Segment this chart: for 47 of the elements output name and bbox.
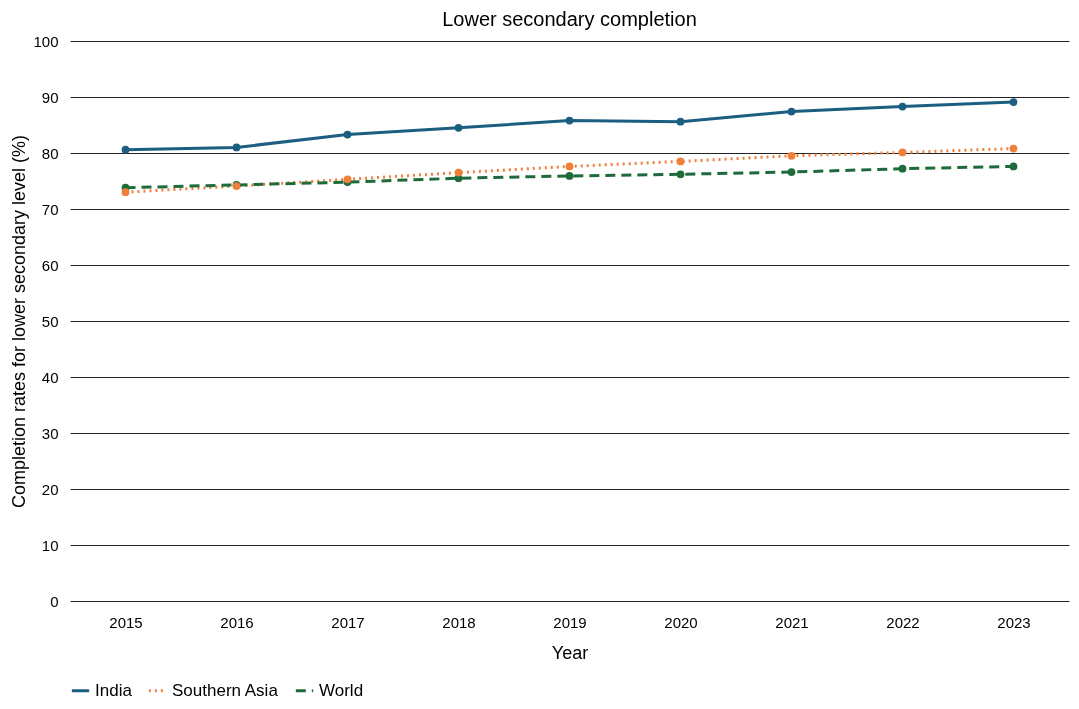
- y-tick-label: 30: [41, 424, 59, 442]
- chart-title: Lower secondary completion: [442, 8, 697, 30]
- x-tick-label: 2016: [220, 613, 254, 631]
- y-tick-label: 20: [41, 480, 59, 498]
- point: [898, 164, 907, 173]
- point: [454, 168, 463, 177]
- point: [454, 123, 463, 132]
- point: [676, 117, 685, 126]
- legend-label: World: [319, 680, 364, 700]
- point: [898, 102, 907, 111]
- point: [787, 168, 796, 176]
- legend-label: Southern Asia: [172, 680, 279, 700]
- x-tick-label: 2018: [442, 613, 476, 631]
- y-tick-label: 50: [41, 312, 59, 330]
- x-tick-label: 2022: [886, 613, 920, 631]
- x-axis-title: Year: [551, 642, 589, 663]
- point: [343, 130, 352, 139]
- x-tick-label: 2019: [553, 613, 587, 631]
- y-tick-label: 90: [41, 88, 59, 106]
- point: [121, 188, 130, 197]
- y-tick-label: 60: [41, 256, 59, 274]
- point: [565, 162, 574, 171]
- point: [1009, 98, 1018, 106]
- point: [676, 157, 685, 166]
- y-tick-label: 80: [41, 144, 59, 162]
- point: [1009, 144, 1018, 153]
- point: [565, 172, 574, 180]
- point: [121, 145, 130, 154]
- x-tick-label: 2017: [331, 613, 365, 631]
- legend-label: India: [95, 680, 133, 700]
- x-tick-label: 2023: [997, 613, 1031, 631]
- point: [1009, 162, 1018, 171]
- y-tick-label: 70: [41, 200, 59, 218]
- point: [676, 170, 685, 179]
- y-axis-title: Completion rates for lower secondary level (%): [9, 134, 30, 509]
- point: [787, 107, 796, 116]
- x-tick-label: 2020: [664, 613, 698, 631]
- y-tick-label: 40: [41, 368, 59, 386]
- point: [898, 148, 907, 157]
- point: [565, 116, 574, 125]
- point: [787, 151, 796, 160]
- point: [232, 143, 241, 152]
- y-tick-label: 0: [50, 592, 59, 610]
- y-tick-label: 10: [41, 536, 59, 554]
- x-tick-label: 2015: [109, 613, 143, 631]
- x-tick-label: 2021: [775, 613, 809, 631]
- y-tick-label: 100: [33, 32, 59, 50]
